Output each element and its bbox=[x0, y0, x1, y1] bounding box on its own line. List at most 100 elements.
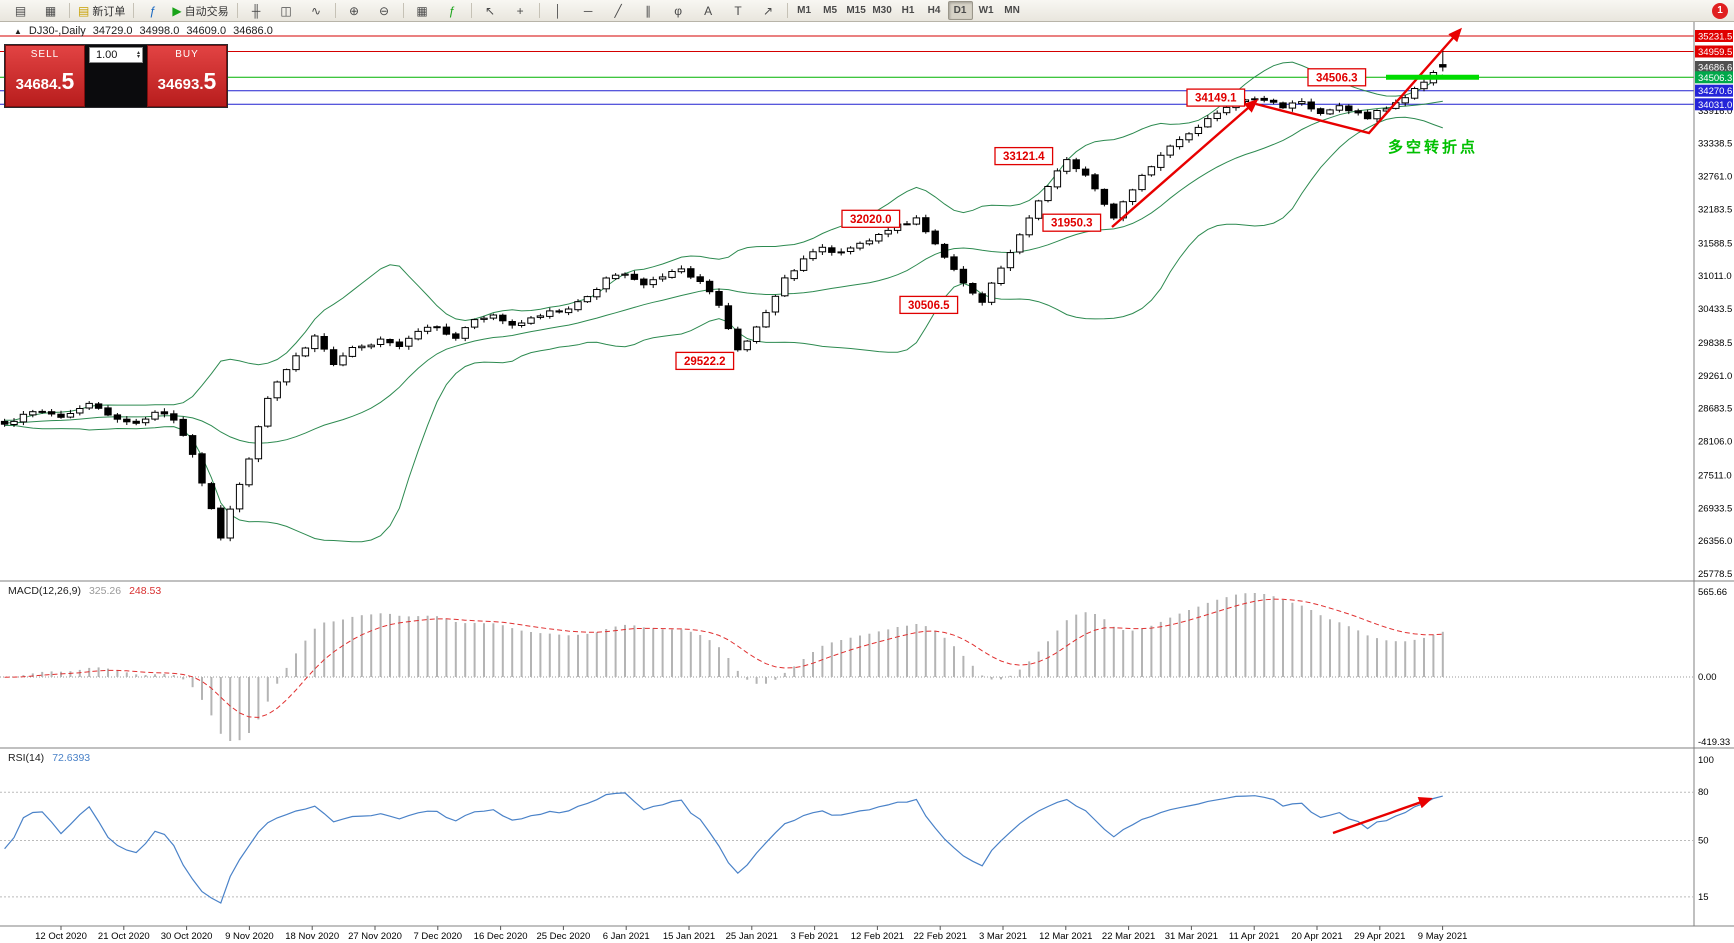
zoom-out-icon: ⊖ bbox=[379, 3, 390, 18]
svg-text:34506.3: 34506.3 bbox=[1316, 72, 1358, 84]
text-icon: A bbox=[704, 3, 713, 18]
toolbar-separator bbox=[470, 3, 472, 18]
rsi-axis: 100 80 50 15 bbox=[1698, 755, 1714, 903]
timeframe-m5-button[interactable]: M5 bbox=[823, 5, 838, 16]
horizontal-line-icon: ─ bbox=[583, 3, 593, 18]
svg-text:32183.5: 32183.5 bbox=[1698, 205, 1732, 216]
svg-text:34149.1: 34149.1 bbox=[1195, 93, 1237, 105]
ohlc-close: 34686.0 bbox=[233, 25, 273, 37]
svg-text:20 Apr 2021: 20 Apr 2021 bbox=[1291, 931, 1342, 942]
volume-value: 1.00 bbox=[96, 49, 118, 61]
price-axis: 33916.0 33338.5 32761.0 32183.5 31588.5 31011… bbox=[1695, 30, 1733, 580]
rsi-line bbox=[4, 792, 1443, 904]
svg-text:25 Dec 2020: 25 Dec 2020 bbox=[536, 931, 590, 942]
timeframe-d1-button[interactable]: D1 bbox=[947, 1, 973, 20]
trendline-button[interactable]: ╱ bbox=[604, 0, 633, 21]
toolbar-separator bbox=[334, 3, 336, 18]
svg-text:27511.0: 27511.0 bbox=[1698, 470, 1732, 481]
chart-title: DJ30-,Daily bbox=[28, 25, 86, 37]
svg-text:18 Nov 2020: 18 Nov 2020 bbox=[285, 931, 339, 942]
one-click-toggle-icon[interactable]: ▲ bbox=[14, 26, 22, 36]
svg-text:7 Dec 2020: 7 Dec 2020 bbox=[414, 931, 463, 942]
svg-text:12 Oct 2020: 12 Oct 2020 bbox=[35, 931, 87, 942]
timeframe-m15-button[interactable]: M15 bbox=[846, 5, 866, 16]
zoom-in-button[interactable]: ⊕ bbox=[340, 0, 369, 21]
rsi-value: 72.6393 bbox=[52, 752, 91, 764]
text-label-button[interactable]: T bbox=[724, 0, 753, 21]
timeframe-h4-button[interactable]: H4 bbox=[927, 5, 941, 16]
trendline-icon: ╱ bbox=[614, 3, 622, 18]
timeframe-m1-button[interactable]: M1 bbox=[797, 5, 812, 16]
horizontal-line-button[interactable]: ─ bbox=[574, 0, 603, 21]
sell-price: 34684.5 bbox=[15, 68, 75, 94]
chart-candles-button[interactable]: ◫ bbox=[272, 0, 301, 21]
time-axis: 12 Oct 2020 21 Oct 2020 30 Oct 2020 9 Nov 2… bbox=[35, 926, 1467, 942]
svg-text:26356.0: 26356.0 bbox=[1698, 536, 1732, 547]
new-order-icon: ▤ bbox=[78, 3, 90, 18]
tile-windows-button[interactable]: ▦ bbox=[408, 0, 437, 21]
macd-value: 325.26 bbox=[88, 585, 122, 597]
ohlc-high: 34998.0 bbox=[139, 25, 180, 37]
notification-badge[interactable]: 1 bbox=[1712, 2, 1728, 19]
timeframe-w1-button[interactable]: W1 bbox=[978, 5, 994, 16]
expert-advisors-icon: ƒ bbox=[149, 3, 157, 18]
svg-text:27 Nov 2020: 27 Nov 2020 bbox=[348, 931, 402, 942]
toolbar-separator bbox=[402, 3, 404, 18]
toolbar-buttons: ▤ ▦ ▤ 新订单 ƒ ▶ 自动交易 ╫ ◫ ∿ ⊕ ⊖ ▦ ƒ ↖ + │ ─ ╱ ∥ φ A T ↗ M1 M5 M15 M30 H… bbox=[6, 0, 1025, 21]
volume-spinner[interactable]: ▴ ▾ bbox=[136, 49, 140, 60]
svg-text:25 Jan 2021: 25 Jan 2021 bbox=[726, 931, 778, 942]
svg-text:50: 50 bbox=[1698, 836, 1709, 847]
svg-text:29261.0: 29261.0 bbox=[1698, 371, 1732, 382]
profiles-icon: ▦ bbox=[44, 3, 57, 18]
svg-text:34031.0: 34031.0 bbox=[1698, 100, 1732, 111]
new-chart-button[interactable]: ▤ bbox=[6, 0, 35, 21]
toolbar: ▤ ▦ ▤ 新订单 ƒ ▶ 自动交易 ╫ ◫ ∿ ⊕ ⊖ ▦ ƒ ↖ + │ ─ ╱ ∥ φ A T ↗ M1 M5 M15 M30 H… bbox=[0, 0, 1734, 22]
timeframe-mn-button[interactable]: MN bbox=[1004, 5, 1020, 16]
tile-windows-icon: ▦ bbox=[416, 3, 428, 18]
svg-text:16 Dec 2020: 16 Dec 2020 bbox=[474, 931, 528, 942]
profiles-button[interactable]: ▦ bbox=[36, 0, 65, 21]
auto-trading-button[interactable]: ▶ 自动交易 bbox=[168, 0, 232, 21]
svg-text:6 Jan 2021: 6 Jan 2021 bbox=[603, 931, 650, 942]
ohlc-low: 34609.0 bbox=[186, 25, 227, 37]
svg-text:3 Feb 2021: 3 Feb 2021 bbox=[791, 931, 839, 942]
timeframe-m30-button[interactable]: M30 bbox=[872, 5, 892, 16]
spinner-down-icon[interactable]: ▾ bbox=[136, 54, 140, 60]
chart-line-button[interactable]: ∿ bbox=[302, 0, 331, 21]
svg-text:33338.5: 33338.5 bbox=[1698, 139, 1732, 150]
spinner-up-icon[interactable]: ▴ bbox=[136, 49, 140, 56]
new-order-button[interactable]: ▤ 新订单 bbox=[74, 0, 129, 21]
svg-text:-419.33: -419.33 bbox=[1698, 737, 1730, 748]
svg-text:28106.0: 28106.0 bbox=[1698, 437, 1732, 448]
equidistant-channel-button[interactable]: ∥ bbox=[634, 0, 663, 21]
vertical-line-button[interactable]: │ bbox=[544, 0, 573, 21]
chart-bars-button[interactable]: ╫ bbox=[242, 0, 271, 21]
cursor-button[interactable]: ↖ bbox=[476, 0, 505, 21]
ohlc-open: 34729.0 bbox=[92, 25, 133, 37]
expert-advisors-button[interactable]: ƒ bbox=[138, 0, 167, 21]
svg-text:31 Mar 2021: 31 Mar 2021 bbox=[1165, 931, 1218, 942]
toolbar-separator bbox=[236, 3, 238, 18]
arrows-tool-button[interactable]: ↗ bbox=[754, 0, 783, 21]
macd-axis: 565.66 0.00 -419.33 bbox=[1698, 587, 1730, 748]
svg-text:28683.5: 28683.5 bbox=[1698, 404, 1732, 415]
volume-input[interactable]: 1.00 ▴ ▾ bbox=[89, 47, 143, 63]
timeframe-h1-button[interactable]: H1 bbox=[901, 5, 915, 16]
fibonacci-button[interactable]: φ bbox=[664, 0, 693, 21]
zoom-out-button[interactable]: ⊖ bbox=[370, 0, 399, 21]
svg-text:29522.2: 29522.2 bbox=[684, 356, 726, 368]
indicators-list-button[interactable]: ƒ bbox=[438, 0, 467, 21]
macd-signal-line bbox=[4, 598, 1443, 718]
buy-button[interactable]: BUY 34693.5 bbox=[147, 45, 227, 107]
svg-text:22 Mar 2021: 22 Mar 2021 bbox=[1102, 931, 1155, 942]
toolbar-separator bbox=[69, 3, 70, 18]
svg-text:30433.5: 30433.5 bbox=[1698, 304, 1732, 315]
text-button[interactable]: A bbox=[694, 0, 723, 21]
macd-signal-value: 248.53 bbox=[129, 585, 162, 597]
svg-text:26933.5: 26933.5 bbox=[1698, 503, 1732, 514]
crosshair-button[interactable]: + bbox=[506, 0, 535, 21]
svg-text:34686.6: 34686.6 bbox=[1698, 63, 1732, 74]
chart-line-icon: ∿ bbox=[311, 3, 322, 18]
sell-button[interactable]: SELL 34684.5 bbox=[5, 45, 85, 107]
